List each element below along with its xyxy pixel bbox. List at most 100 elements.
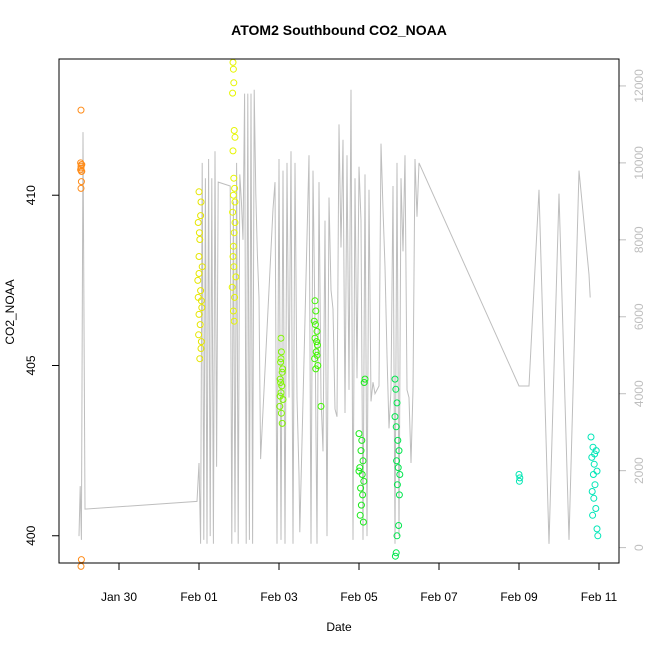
data-point-s3-14	[276, 392, 284, 400]
data-point-s3-1	[277, 348, 285, 356]
data-point-s4-4	[311, 334, 319, 342]
data-point-s2-8	[231, 184, 239, 192]
data-point-s2-5	[231, 133, 239, 141]
data-point-s8-14	[593, 467, 601, 475]
data-point-s1-18	[197, 338, 205, 346]
data-point-s8-10	[593, 525, 601, 533]
data-point-s4-2	[310, 317, 318, 325]
data-point-s3-11	[277, 379, 285, 386]
data-point-s2-9	[229, 191, 237, 199]
data-point-s5-8	[357, 501, 365, 509]
data-point-s1-1	[197, 198, 205, 206]
data-point-s8-8	[592, 505, 600, 512]
x-axis-label: Date	[326, 620, 352, 634]
data-point-s2-13	[229, 242, 237, 250]
altitude-layer	[78, 89, 591, 544]
data-point-s1-0	[195, 188, 203, 196]
data-point-s1-2	[194, 219, 202, 226]
data-point-s8-7	[590, 494, 598, 502]
data-point-s2-18	[231, 293, 239, 301]
data-point-s4-6	[312, 348, 320, 356]
data-point-s1-15	[198, 304, 206, 312]
x-tick-label-2: Feb 03	[260, 590, 298, 604]
data-point-s6-15	[391, 552, 399, 560]
data-point-s2-10	[229, 208, 237, 216]
data-point-s1-17	[195, 229, 203, 237]
y-tick-label-1: 405	[24, 355, 38, 375]
data-point-s5-3	[356, 464, 364, 472]
data-point-s0-10	[77, 184, 85, 192]
data-point-s5-5	[360, 477, 368, 485]
data-point-s1-19	[194, 293, 202, 301]
y2-tick-label-1: 2000	[632, 457, 646, 484]
x-tick-label-3: Feb 05	[340, 590, 378, 604]
data-point-s5-2	[359, 457, 367, 465]
data-point-s2-12	[230, 229, 238, 237]
data-point-s3-2	[277, 358, 285, 366]
data-point-s2-20	[230, 317, 238, 325]
x-tick-label-1: Feb 01	[180, 590, 218, 604]
data-point-s1-11	[195, 331, 203, 339]
data-point-s4-11	[313, 351, 321, 359]
data-point-s5-12	[360, 379, 368, 386]
data-point-s1-7	[197, 287, 205, 295]
data-point-s8-13	[591, 450, 599, 458]
data-point-s6-6	[395, 447, 403, 455]
data-point-s3-3	[278, 368, 286, 376]
data-point-s6-4	[392, 423, 400, 431]
data-point-s1-14	[195, 270, 203, 277]
data-point-s1-16	[197, 212, 205, 220]
data-point-s1-9	[195, 310, 203, 318]
data-point-s5-10	[359, 518, 367, 526]
data-point-s8-0	[587, 433, 595, 441]
y2-tick-label-3: 6000	[632, 303, 646, 330]
data-point-s7-1	[516, 474, 524, 482]
data-point-s3-10	[278, 419, 286, 427]
data-point-s3-9	[277, 409, 285, 417]
data-point-s5-1	[357, 447, 365, 455]
data-point-s1-12	[197, 345, 205, 352]
data-point-s0-2	[77, 159, 85, 167]
data-point-s6-3	[391, 413, 399, 421]
data-point-s0-6	[77, 166, 85, 174]
data-point-s4-10	[313, 338, 321, 346]
altitude-line	[78, 89, 591, 544]
data-point-s6-8	[394, 464, 402, 472]
data-point-s6-13	[393, 532, 401, 540]
chart-title: ATOM2 Southbound CO2_NOAA	[231, 22, 447, 38]
y2-tick-label-5: 10000	[632, 146, 646, 180]
data-point-s2-14	[229, 253, 237, 260]
y-tick-label-0: 400	[24, 525, 38, 545]
y2-tick-label-2: 4000	[632, 380, 646, 407]
data-point-s1-6	[194, 276, 202, 284]
data-point-s5-13	[361, 375, 369, 383]
data-point-s7-0	[515, 471, 523, 478]
y2-tick-label-4: 8000	[632, 226, 646, 253]
data-point-s3-13	[277, 355, 285, 363]
data-point-s8-3	[590, 460, 598, 468]
data-point-s2-2	[230, 79, 238, 87]
data-point-s6-0	[391, 375, 399, 383]
data-point-s2-3	[229, 89, 237, 97]
data-point-s8-6	[588, 488, 596, 495]
data-point-s1-4	[195, 253, 203, 260]
data-point-s6-2	[393, 399, 401, 407]
data-point-s1-13	[196, 355, 204, 363]
data-point-s4-9	[311, 321, 319, 329]
data-point-s4-13	[312, 365, 320, 373]
data-point-s3-6	[277, 389, 285, 397]
data-point-s4-12	[317, 402, 325, 410]
axes-layer: Jan 30 Feb 01 Feb 03 Feb 05 Feb 07 Feb 09 Feb …	[24, 69, 646, 604]
data-point-s0-7	[77, 162, 85, 170]
data-point-s4-3	[313, 327, 321, 335]
data-point-s2-15	[230, 263, 238, 271]
data-point-s4-1	[312, 307, 320, 315]
data-point-s8-9	[589, 511, 597, 519]
data-point-s6-5	[394, 436, 402, 444]
data-point-s6-7	[393, 457, 401, 465]
data-point-s6-9	[396, 471, 404, 478]
data-point-s6-12	[395, 522, 403, 529]
data-point-s2-19	[229, 307, 237, 315]
